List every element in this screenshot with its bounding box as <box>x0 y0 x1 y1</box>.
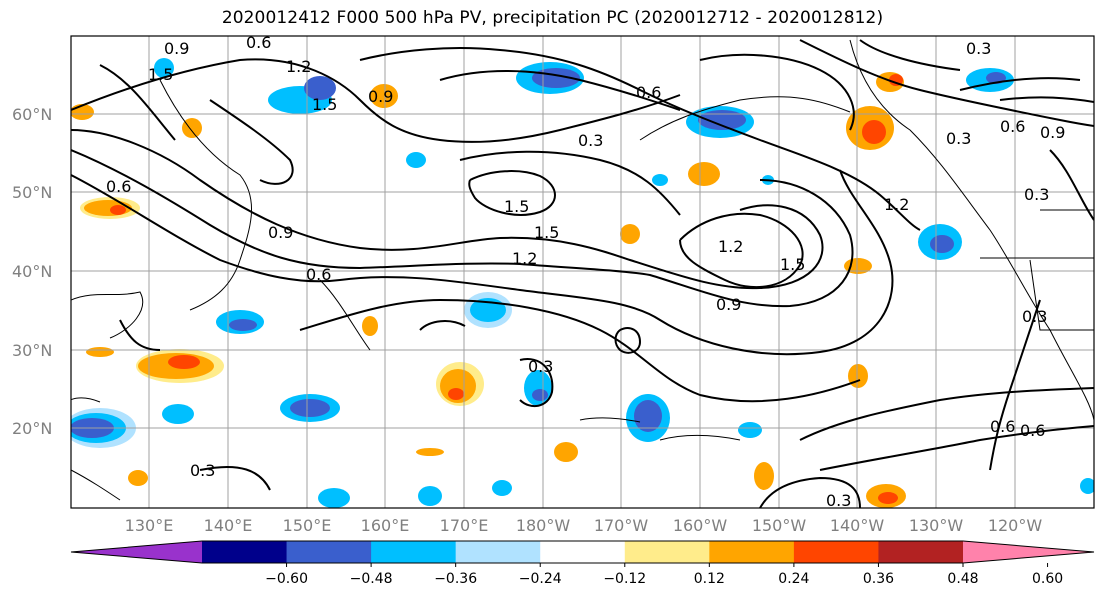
contour-label: 0.3 <box>826 491 851 510</box>
lon-label: 170°E <box>440 516 489 535</box>
contour-label: 0.6 <box>246 33 271 52</box>
lon-label: 180°W <box>516 516 571 535</box>
colorbar-segment <box>455 541 541 563</box>
lon-label: 150°W <box>752 516 807 535</box>
colorbar-segment <box>286 541 372 563</box>
contour-label: 0.6 <box>636 83 661 102</box>
contour-label: 0.6 <box>106 177 131 196</box>
colorbar-segment <box>878 541 964 563</box>
colorbar-outline <box>70 540 1095 564</box>
colorbar-tick-labels: −0.60 −0.48 −0.36 −0.24 −0.12 0.12 0.24 0.36 0.4… <box>265 563 1063 587</box>
contour-label: 0.9 <box>1040 123 1065 142</box>
contour-label: 0.3 <box>966 39 991 58</box>
colorbar <box>70 540 1095 564</box>
contour-label: 0.3 <box>190 461 215 480</box>
contour-label: 0.6 <box>1020 421 1045 440</box>
map-frame <box>70 35 1095 509</box>
lon-label: 170°W <box>594 516 649 535</box>
contour-label: 1.5 <box>780 255 805 274</box>
contour-label: 0.9 <box>268 223 293 242</box>
lon-label: 130°W <box>909 516 964 535</box>
contour-label: 1.5 <box>504 197 529 216</box>
colorbar-segment <box>793 541 879 563</box>
colorbar-tick-label: −0.48 <box>350 571 393 587</box>
colorbar-tick-label: 0.48 <box>947 571 978 587</box>
contour-label: 1.5 <box>534 223 559 242</box>
lat-label: 40°N <box>12 262 52 281</box>
colorbar-segment <box>709 541 795 563</box>
map-panel <box>71 36 1094 508</box>
colorbar-extend-max <box>963 541 1094 563</box>
contour-label: 0.9 <box>716 295 741 314</box>
colorbar-tick-label: −0.24 <box>519 571 562 587</box>
colorbar-tick-label: 0.60 <box>1032 571 1063 587</box>
contour-label: 0.9 <box>368 87 393 106</box>
lon-label: 140°W <box>830 516 885 535</box>
contour-label: 1.2 <box>884 195 909 214</box>
contour-label: 0.6 <box>1000 117 1025 136</box>
colorbar-segment <box>624 541 710 563</box>
latitude-labels: 60°N 50°N 40°N 30°N 20°N <box>12 105 52 438</box>
contour-label: 0.9 <box>164 39 189 58</box>
colorbar-tick-label: −0.60 <box>265 571 308 587</box>
lat-label: 60°N <box>12 105 52 124</box>
contour-label: 0.3 <box>1024 185 1049 204</box>
colorbar-tick-label: 0.12 <box>694 571 725 587</box>
contour-label: 1.2 <box>286 57 311 76</box>
colorbar-tick-label: −0.12 <box>603 571 646 587</box>
lon-label: 160°W <box>673 516 728 535</box>
lat-label: 30°N <box>12 341 52 360</box>
colorbar-segment <box>371 541 457 563</box>
map-title: 2020012412 F000 500 hPa PV, precipitatio… <box>221 8 884 28</box>
graticule <box>71 36 1094 508</box>
contour-label: 1.2 <box>512 249 537 268</box>
lat-label: 50°N <box>12 183 52 202</box>
contour-labels: 0.6 1.2 0.9 1.5 1.5 0.9 0.6 0.3 1.5 1.5 … <box>106 33 1065 510</box>
coastlines <box>71 39 1094 501</box>
colorbar-segment <box>202 541 288 563</box>
colorbar-tick-label: 0.24 <box>778 571 809 587</box>
contour-label: 0.3 <box>528 357 553 376</box>
colorbar-tick-label: −0.36 <box>434 571 477 587</box>
contour-label: 0.6 <box>306 265 331 284</box>
contour-label: 0.3 <box>578 131 603 150</box>
lon-label: 130°E <box>125 516 174 535</box>
colorbar-tick-label: 0.36 <box>863 571 894 587</box>
longitude-labels: 130°E 140°E 150°E 160°E 170°E 180°W 170°… <box>125 516 1043 535</box>
contour-label: 1.5 <box>148 65 173 84</box>
contour-label: 0.6 <box>990 417 1015 436</box>
lon-label: 160°E <box>361 516 410 535</box>
contour-label: 0.3 <box>946 129 971 148</box>
colorbar-extend-min <box>71 541 202 563</box>
contour-label: 1.2 <box>718 237 743 256</box>
contour-label: 0.3 <box>1022 307 1047 326</box>
lon-label: 140°E <box>204 516 253 535</box>
lat-label: 20°N <box>12 419 52 438</box>
lon-label: 120°W <box>988 516 1043 535</box>
pv-contours <box>71 39 1094 508</box>
contour-label: 1.5 <box>312 95 337 114</box>
lon-label: 150°E <box>283 516 332 535</box>
colorbar-segment <box>540 541 626 563</box>
